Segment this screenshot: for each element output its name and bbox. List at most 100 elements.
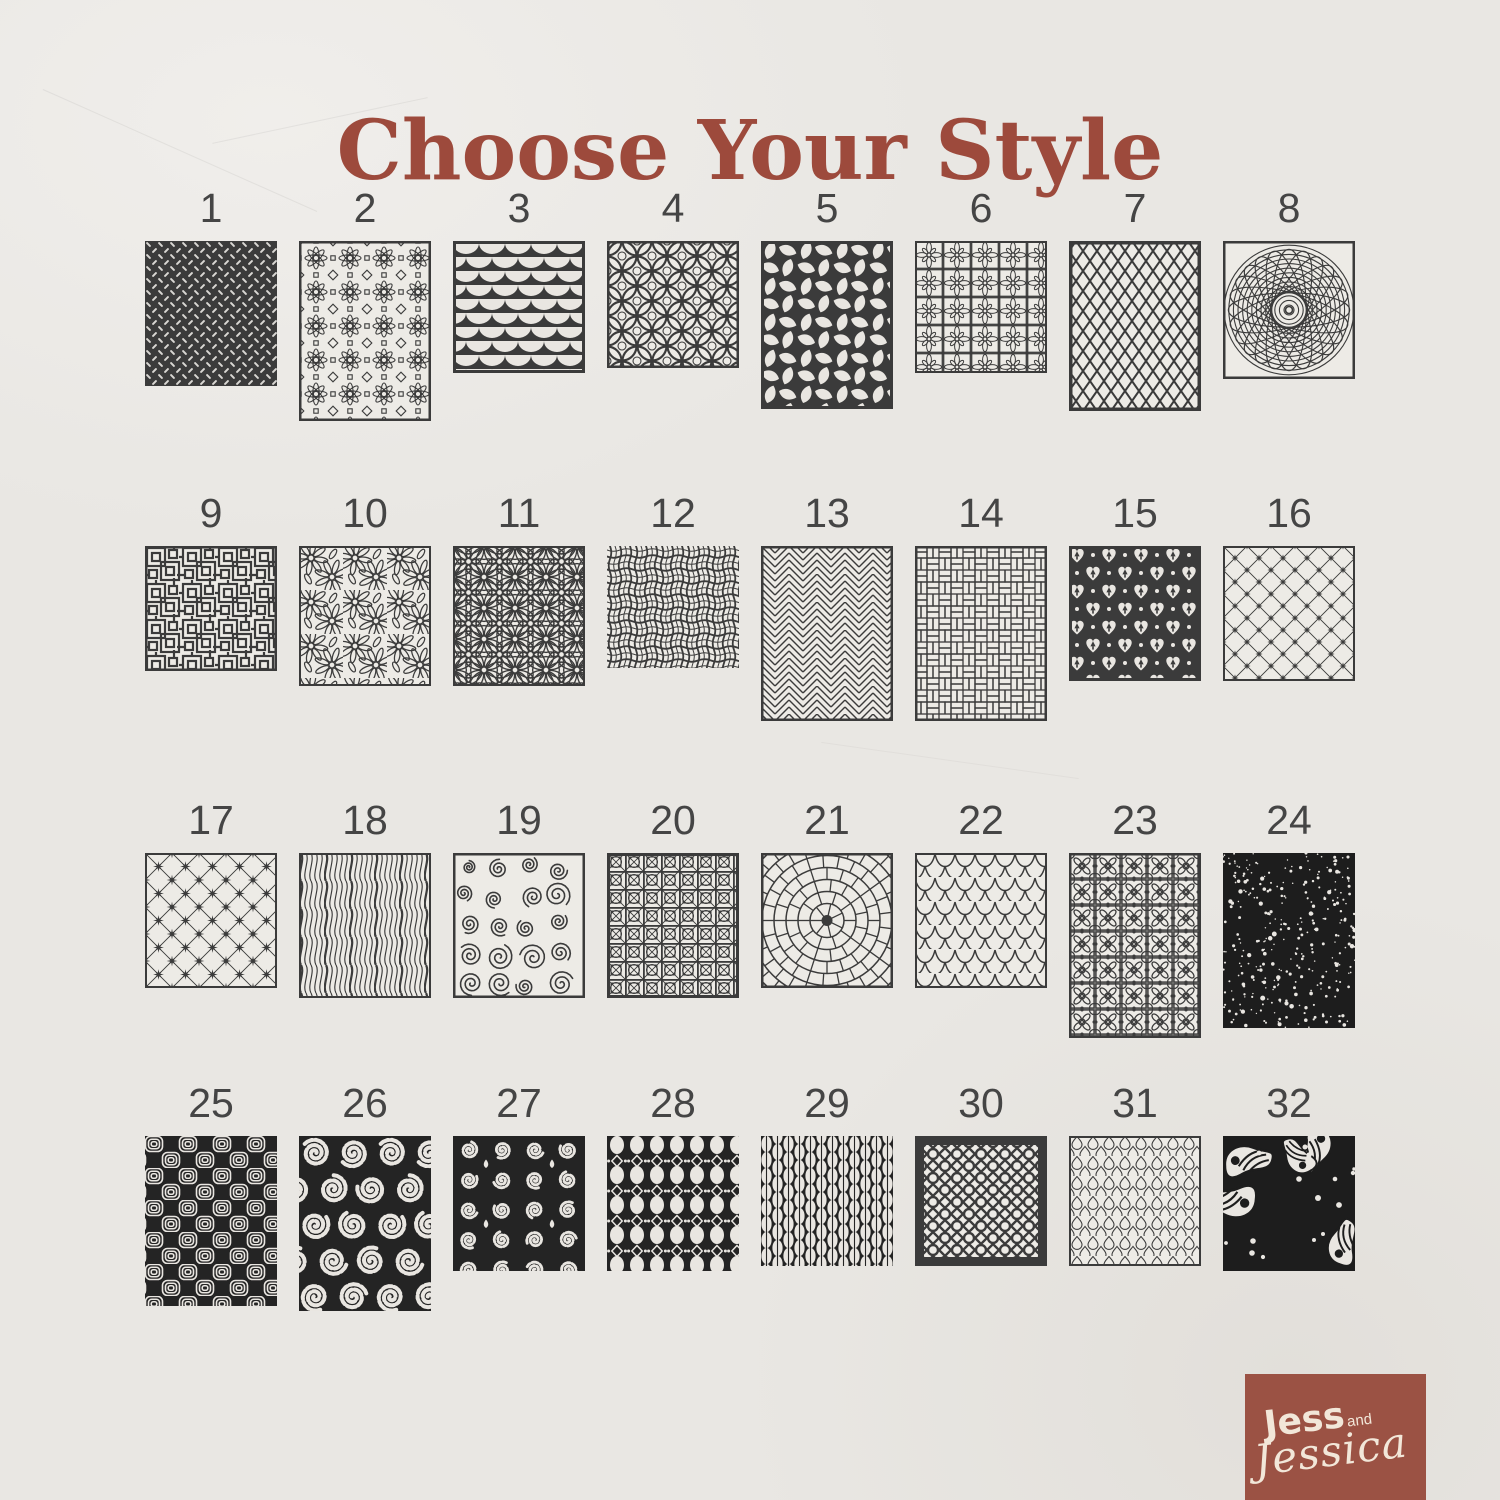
pattern-swatch-moroccan-quatrefoil <box>915 1136 1047 1266</box>
pattern-swatch-knurled-weave <box>145 241 277 386</box>
style-option-4: 4 <box>607 183 739 421</box>
style-option-21: 21 <box>761 795 893 1038</box>
pattern-preview-svg <box>607 546 739 668</box>
page-title: Choose Your Style <box>336 102 1164 199</box>
pattern-swatch-speckled-dots <box>1223 853 1355 1028</box>
pattern-swatch-diamond-lattice-dots <box>1223 546 1355 681</box>
pattern-swatch-chinese-lattice <box>145 546 277 671</box>
pattern-swatch-radial-cobblestone <box>761 853 893 988</box>
style-number: 27 <box>496 1080 542 1126</box>
style-number: 20 <box>650 797 696 843</box>
style-option-23: 23 <box>1069 795 1201 1038</box>
style-option-8: 8 <box>1223 183 1355 421</box>
pattern-preview-svg <box>607 853 739 998</box>
style-number: 23 <box>1112 797 1158 843</box>
pattern-swatch-scallop-scales <box>453 241 585 373</box>
pattern-preview-svg <box>1223 241 1355 379</box>
style-option-24: 24 <box>1223 795 1355 1038</box>
style-number: 4 <box>661 185 685 231</box>
pattern-preview-svg <box>453 546 585 686</box>
pattern-preview-svg <box>761 241 893 409</box>
style-number: 12 <box>650 490 696 536</box>
style-number: 31 <box>1112 1080 1158 1126</box>
style-number: 24 <box>1266 797 1312 843</box>
pattern-preview-svg <box>453 241 585 373</box>
style-number: 18 <box>342 797 388 843</box>
style-option-11: 11 <box>453 488 585 721</box>
style-number: 5 <box>815 185 839 231</box>
style-number: 2 <box>353 185 377 231</box>
style-grid-row: 17 18 19 20 21 22 23 24 <box>145 795 1355 1038</box>
pattern-swatch-scroll-damask <box>453 1136 585 1271</box>
style-number: 15 <box>1112 490 1158 536</box>
pattern-swatch-spiral-guilloche <box>1223 241 1355 379</box>
style-option-13: 13 <box>761 488 893 721</box>
pattern-swatch-fish-scale-ogee <box>915 853 1047 988</box>
style-number: 29 <box>804 1080 850 1126</box>
style-number: 13 <box>804 490 850 536</box>
style-number: 3 <box>507 185 531 231</box>
style-option-19: 19 <box>453 795 585 1038</box>
style-number: 32 <box>1266 1080 1312 1126</box>
style-option-12: 12 <box>607 488 739 721</box>
brand-logo: Jessand Jessica <box>1245 1374 1426 1500</box>
pattern-preview-svg <box>1069 1136 1201 1266</box>
style-option-6: 6 <box>915 183 1047 421</box>
style-number: 19 <box>496 797 542 843</box>
pattern-preview-svg <box>761 1136 893 1266</box>
style-option-5: 5 <box>761 183 893 421</box>
pattern-swatch-bold-spirals <box>299 1136 431 1311</box>
pattern-swatch-burlap-weave <box>607 546 739 668</box>
style-number: 9 <box>199 490 223 536</box>
pattern-swatch-nested-squares <box>145 1136 277 1306</box>
pattern-preview-svg <box>1069 853 1201 1038</box>
style-number: 22 <box>958 797 1004 843</box>
pattern-preview-svg <box>299 241 431 421</box>
style-option-9: 9 <box>145 488 277 721</box>
style-number: 16 <box>1266 490 1312 536</box>
pattern-swatch-moroccan-star-flower <box>299 241 431 421</box>
pattern-swatch-paisley-doodle <box>1223 1136 1355 1271</box>
style-option-3: 3 <box>453 183 585 421</box>
style-option-14: 14 <box>915 488 1047 721</box>
style-number: 30 <box>958 1080 1004 1126</box>
style-option-17: 17 <box>145 795 277 1038</box>
style-option-31: 31 <box>1069 1078 1201 1311</box>
style-option-27: 27 <box>453 1078 585 1311</box>
pattern-preview-svg <box>761 546 893 721</box>
style-option-2: 2 <box>299 183 431 421</box>
pattern-preview-svg <box>145 241 277 386</box>
pattern-swatch-floral-tile-lattice <box>1069 853 1201 1038</box>
plaster-crack <box>821 741 1079 780</box>
style-option-28: 28 <box>607 1078 739 1311</box>
pattern-swatch-interlocking-circles <box>607 241 739 368</box>
pattern-swatch-petal-pinwheel <box>761 241 893 409</box>
pattern-preview-svg <box>607 1136 739 1271</box>
pattern-swatch-teardrop-mesh <box>1069 1136 1201 1266</box>
style-number: 7 <box>1123 185 1147 231</box>
style-option-22: 22 <box>915 795 1047 1038</box>
pattern-preview-svg <box>1223 853 1355 1028</box>
style-option-7: 7 <box>1069 183 1201 421</box>
pattern-preview-svg <box>299 546 431 686</box>
brand-logo-text: Jessand Jessica <box>1251 1393 1410 1484</box>
pattern-preview-svg <box>1069 241 1201 411</box>
style-option-15: 15 <box>1069 488 1201 721</box>
pattern-preview-svg <box>299 853 431 998</box>
pattern-preview-svg <box>915 546 1047 721</box>
style-number: 25 <box>188 1080 234 1126</box>
style-option-18: 18 <box>299 795 431 1038</box>
pattern-swatch-swirl-doodle <box>453 853 585 998</box>
style-number: 17 <box>188 797 234 843</box>
pattern-preview-svg <box>453 1136 585 1271</box>
style-option-1: 1 <box>145 183 277 421</box>
pattern-preview-svg <box>145 1136 277 1306</box>
pattern-swatch-lens-chain <box>761 1136 893 1266</box>
style-option-25: 25 <box>145 1078 277 1311</box>
style-number: 10 <box>342 490 388 536</box>
pattern-preview-svg <box>1069 546 1201 681</box>
pattern-swatch-twisted-strands <box>299 853 431 998</box>
pattern-preview-svg <box>607 241 739 368</box>
pattern-swatch-scattered-daisies <box>299 546 431 686</box>
